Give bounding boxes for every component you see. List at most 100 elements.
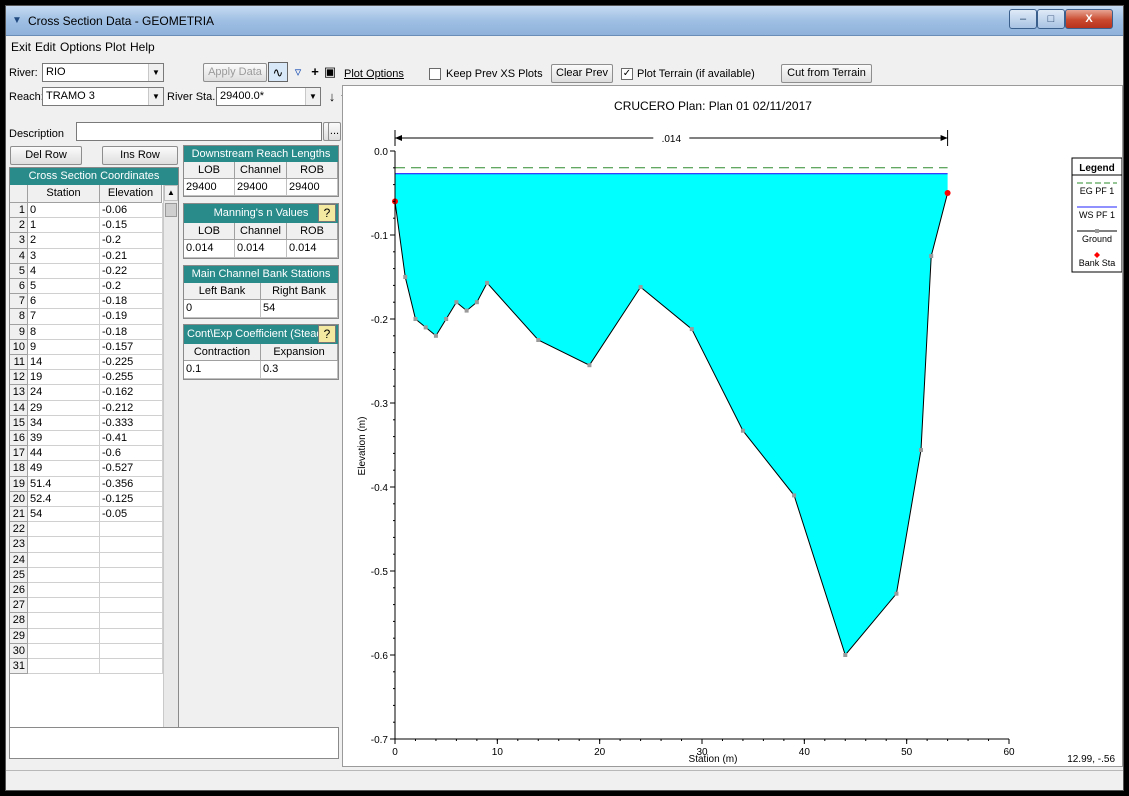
clear-prev-button[interactable]: Clear Prev <box>551 64 613 83</box>
row-number[interactable]: 30 <box>10 643 28 659</box>
elevation-cell[interactable] <box>100 537 163 553</box>
menu-help[interactable]: Help <box>130 40 155 54</box>
row-number[interactable]: 15 <box>10 415 28 431</box>
row-number[interactable]: 9 <box>10 324 28 340</box>
coords-scrollbar[interactable]: ▲ ▼ <box>163 185 178 747</box>
row-number[interactable]: 27 <box>10 598 28 614</box>
station-cell[interactable] <box>28 552 100 568</box>
elevation-cell[interactable]: -0.6 <box>100 446 163 462</box>
station-cell[interactable]: 6 <box>28 294 100 310</box>
menu-plot[interactable]: Plot <box>105 40 126 54</box>
elevation-cell[interactable]: -0.21 <box>100 248 163 264</box>
elevation-cell[interactable]: -0.41 <box>100 431 163 447</box>
maximize-button[interactable]: □ <box>1037 9 1065 29</box>
row-number[interactable]: 13 <box>10 385 28 401</box>
row-number[interactable]: 16 <box>10 431 28 447</box>
elevation-cell[interactable] <box>100 613 163 629</box>
station-cell[interactable]: 4 <box>28 263 100 279</box>
station-cell[interactable] <box>28 567 100 583</box>
menu-exit[interactable]: Exit <box>11 40 32 54</box>
station-cell[interactable]: 7 <box>28 309 100 325</box>
row-number[interactable]: 2 <box>10 218 28 234</box>
mannings-rob-value[interactable]: 0.014 <box>287 240 338 258</box>
station-cell[interactable]: 24 <box>28 385 100 401</box>
elevation-cell[interactable]: -0.05 <box>100 507 163 523</box>
station-cell[interactable] <box>28 583 100 599</box>
row-number[interactable]: 26 <box>10 583 28 599</box>
elevation-cell[interactable]: -0.18 <box>100 324 163 340</box>
station-cell[interactable]: 1 <box>28 218 100 234</box>
row-number[interactable]: 10 <box>10 339 28 355</box>
station-cell[interactable]: 0 <box>28 203 100 219</box>
river-sta-select[interactable]: 29400.0* ▼ <box>216 87 321 106</box>
elevation-cell[interactable] <box>100 628 163 644</box>
reach-rob-value[interactable]: 29400 <box>287 179 338 196</box>
cross-section-plot[interactable]: CRUCERO Plan: Plan 01 02/11/2017 .014 0 10 2… <box>342 85 1123 767</box>
station-cell[interactable]: 8 <box>28 324 100 340</box>
elevation-cell[interactable]: -0.19 <box>100 309 163 325</box>
cut-from-terrain-button[interactable]: Cut from Terrain <box>781 64 872 83</box>
elevation-cell[interactable]: -0.255 <box>100 370 163 386</box>
expansion-value[interactable]: 0.3 <box>261 361 338 379</box>
plot-terrain-checkbox[interactable]: ✓ <box>621 68 633 80</box>
elevation-cell[interactable]: -0.356 <box>100 476 163 492</box>
camera-icon[interactable]: ▣ <box>323 64 337 79</box>
add-point-icon[interactable]: + <box>311 64 319 79</box>
station-cell[interactable]: 2 <box>28 233 100 249</box>
row-number[interactable]: 3 <box>10 233 28 249</box>
row-number[interactable]: 19 <box>10 476 28 492</box>
station-cell[interactable] <box>28 613 100 629</box>
station-cell[interactable]: 3 <box>28 248 100 264</box>
elevation-cell[interactable]: -0.162 <box>100 385 163 401</box>
row-number[interactable]: 14 <box>10 400 28 416</box>
plot-toggle-icon[interactable]: ∿ <box>268 62 288 82</box>
row-number[interactable]: 8 <box>10 309 28 325</box>
row-number[interactable]: 21 <box>10 507 28 523</box>
elevation-cell[interactable] <box>100 598 163 614</box>
station-cell[interactable]: 44 <box>28 446 100 462</box>
keep-prev-checkbox[interactable] <box>429 68 441 80</box>
row-number[interactable]: 28 <box>10 613 28 629</box>
elevation-cell[interactable]: -0.06 <box>100 203 163 219</box>
info-icon[interactable]: ? <box>318 325 336 343</box>
station-cell[interactable] <box>28 522 100 538</box>
elevation-cell[interactable]: -0.125 <box>100 491 163 507</box>
reach-lob-value[interactable]: 29400 <box>184 179 235 196</box>
station-cell[interactable] <box>28 643 100 659</box>
station-cell[interactable] <box>28 537 100 553</box>
water-surface-icon[interactable]: ▿ <box>294 64 302 79</box>
plot-options-link[interactable]: Plot Options <box>344 68 404 80</box>
ins-row-button[interactable]: Ins Row <box>102 146 178 165</box>
station-cell[interactable]: 39 <box>28 431 100 447</box>
row-number[interactable]: 18 <box>10 461 28 477</box>
station-cell[interactable]: 52.4 <box>28 491 100 507</box>
reach-channel-value[interactable]: 29400 <box>235 179 287 196</box>
menu-options[interactable]: Options <box>60 40 102 54</box>
mannings-channel-value[interactable]: 0.014 <box>235 240 287 258</box>
row-number[interactable]: 12 <box>10 370 28 386</box>
elevation-cell[interactable]: -0.22 <box>100 263 163 279</box>
window-menu-icon[interactable]: ▼ <box>12 15 22 26</box>
row-number[interactable]: 25 <box>10 567 28 583</box>
row-number[interactable]: 6 <box>10 279 28 295</box>
row-number[interactable]: 1 <box>10 203 28 219</box>
menu-edit[interactable]: Edit <box>35 40 56 54</box>
elevation-cell[interactable]: -0.212 <box>100 400 163 416</box>
ellipsis-button[interactable]: ... <box>328 122 341 141</box>
station-cell[interactable] <box>28 659 100 675</box>
left-bank-value[interactable]: 0 <box>184 300 261 318</box>
station-cell[interactable]: 49 <box>28 461 100 477</box>
row-number[interactable]: 24 <box>10 552 28 568</box>
station-cell[interactable]: 19 <box>28 370 100 386</box>
row-number[interactable]: 22 <box>10 522 28 538</box>
row-number[interactable]: 20 <box>10 491 28 507</box>
row-number[interactable]: 23 <box>10 537 28 553</box>
elevation-cell[interactable]: -0.2 <box>100 233 163 249</box>
station-cell[interactable]: 54 <box>28 507 100 523</box>
description-input[interactable] <box>76 122 322 141</box>
elevation-cell[interactable]: -0.225 <box>100 355 163 371</box>
scroll-up-icon[interactable]: ▲ <box>164 185 178 201</box>
del-row-button[interactable]: Del Row <box>10 146 82 165</box>
row-number[interactable]: 31 <box>10 659 28 675</box>
elevation-cell[interactable] <box>100 522 163 538</box>
